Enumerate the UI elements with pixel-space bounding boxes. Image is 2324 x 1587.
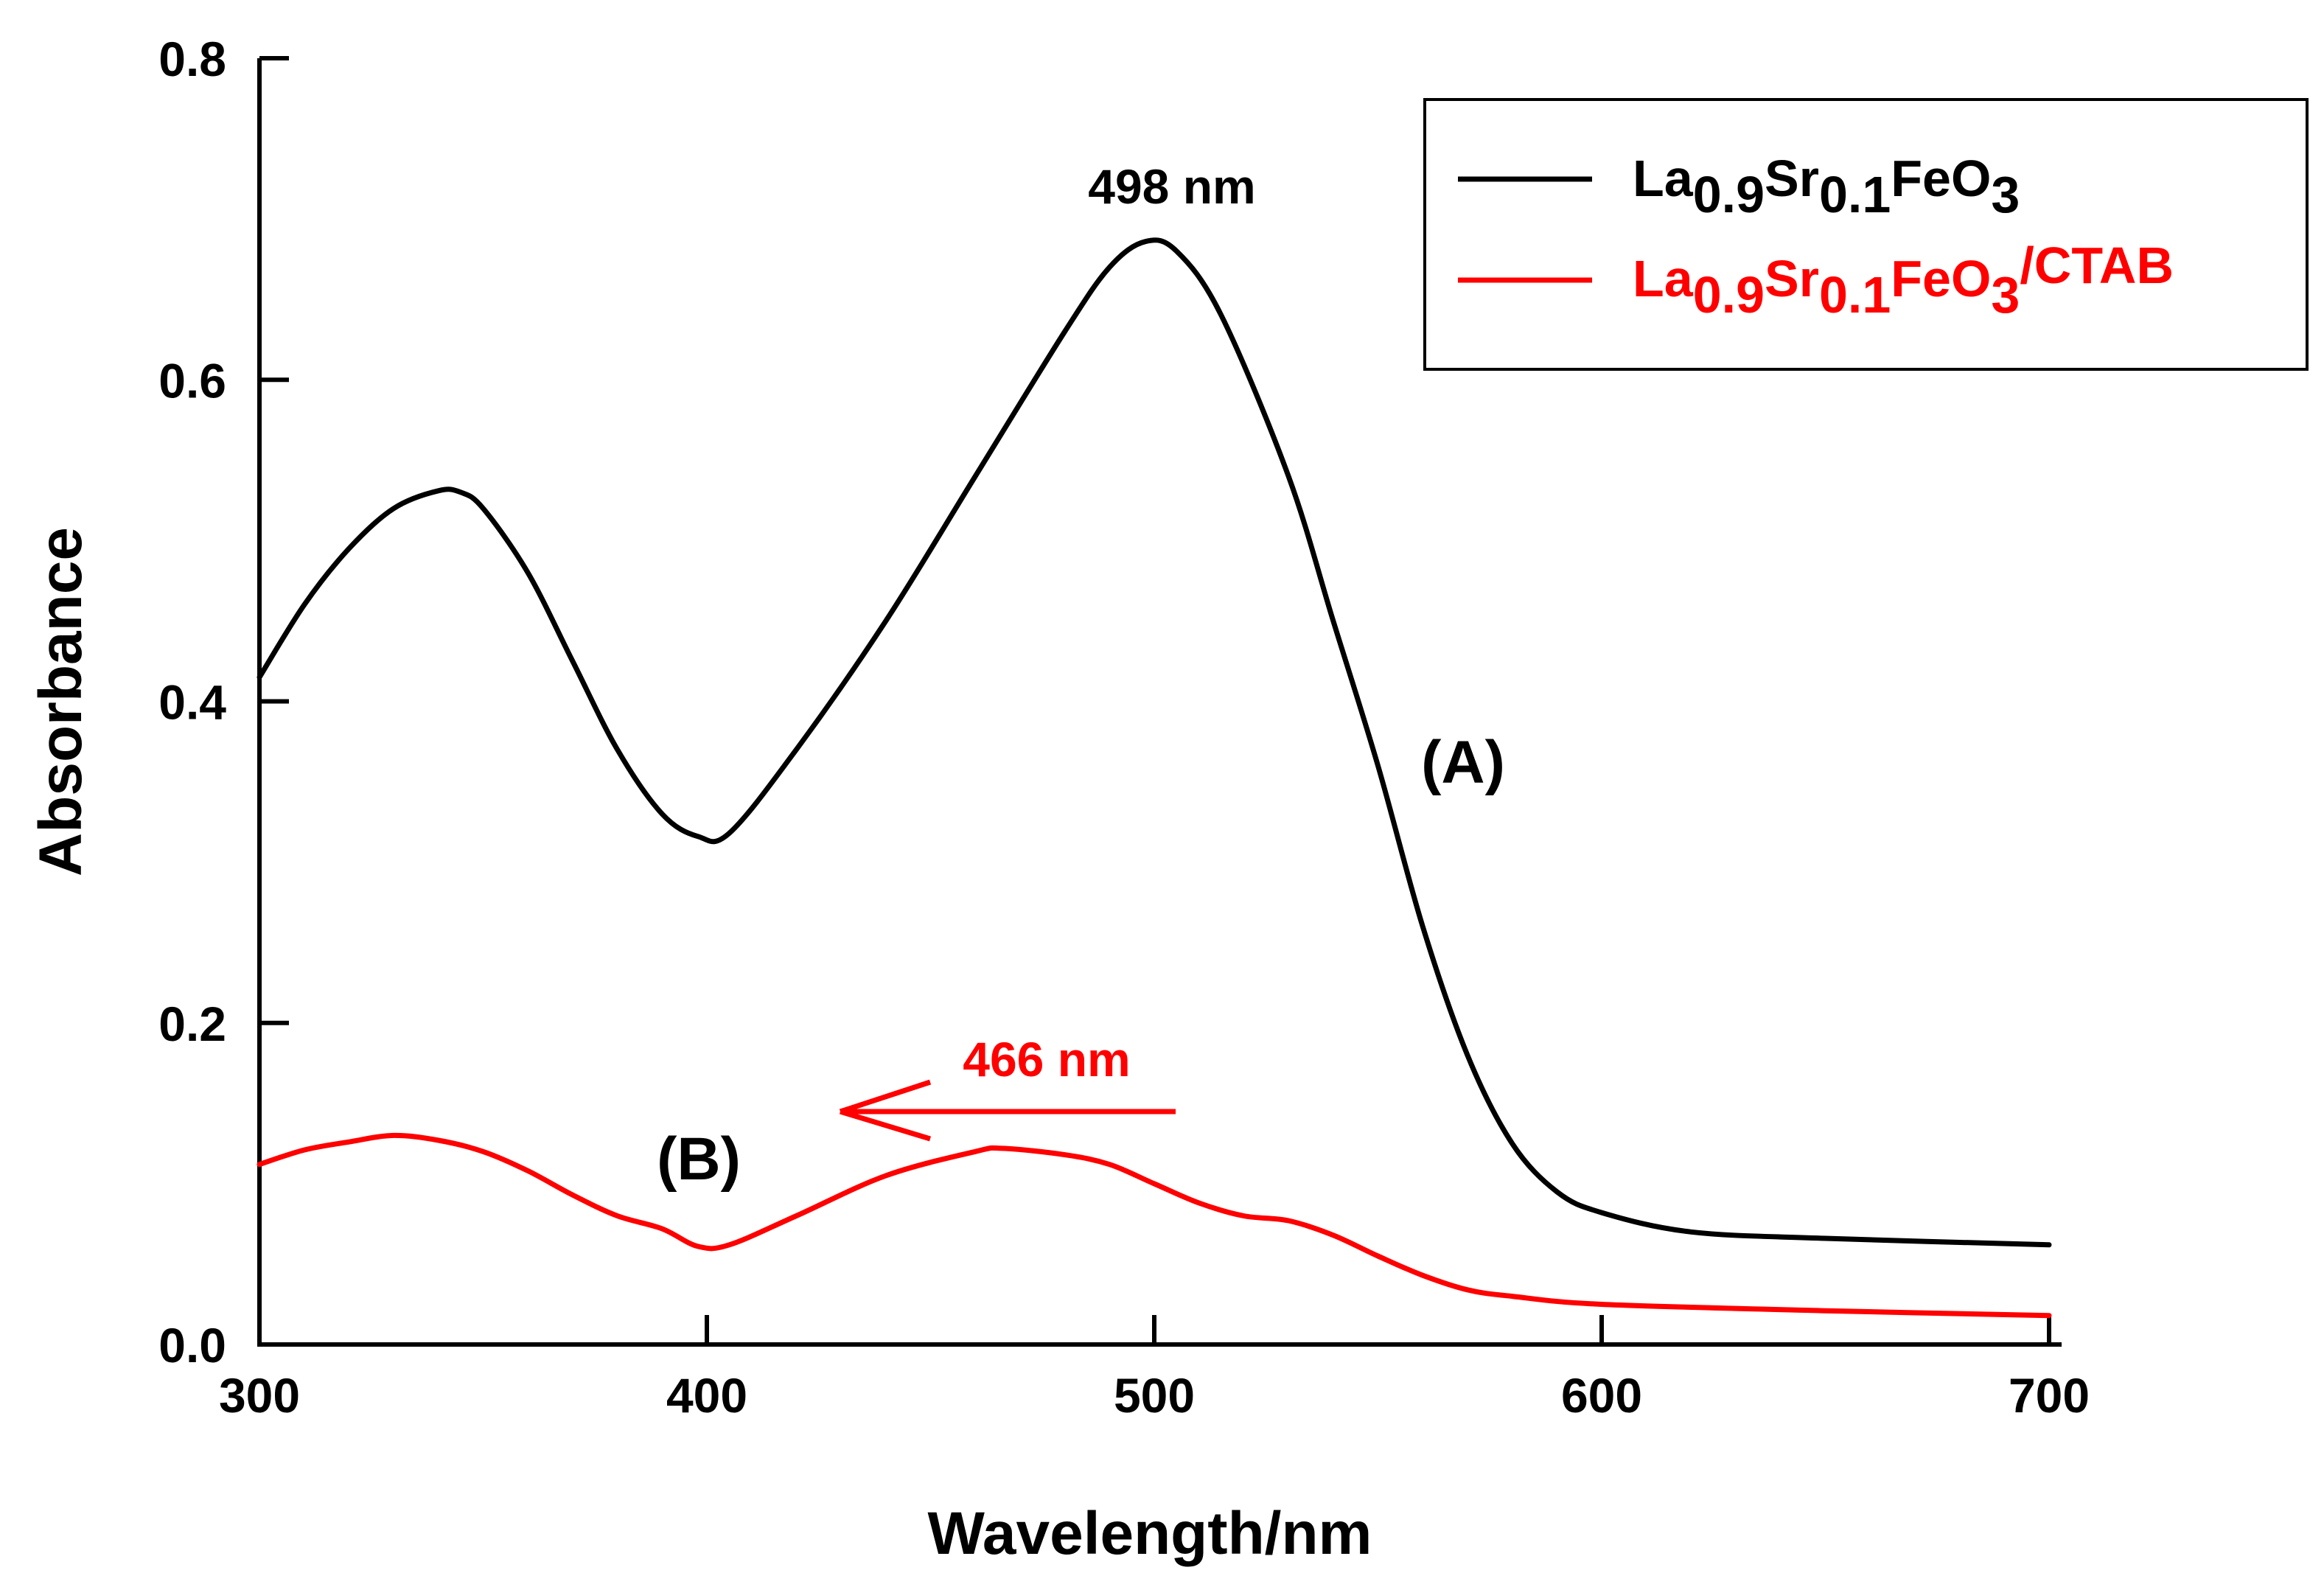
y-tick-label: 0.2 — [158, 997, 226, 1051]
x-tick-label: 500 — [1114, 1368, 1195, 1423]
x-tick-label: 600 — [1561, 1368, 1642, 1423]
series-layer — [257, 237, 2052, 1319]
legend-entry-B: La0.9Sr0.1FeO3/CTAB — [1633, 237, 2174, 324]
peak-label-B: 466 nm — [963, 1032, 1130, 1087]
y-tick-label: 0.4 — [158, 675, 226, 730]
x-ticks: 300 400 500 600 700 — [219, 1315, 2090, 1423]
y-tick-label: 0.8 — [158, 32, 226, 86]
x-tick-label: 700 — [2009, 1368, 2090, 1423]
series-line-B — [257, 1132, 2052, 1319]
y-tick-label: 0.0 — [158, 1318, 226, 1373]
series-line-A — [257, 237, 2052, 1248]
x-tick-label: 400 — [666, 1368, 747, 1423]
y-tick-label: 0.6 — [158, 353, 226, 408]
y-axis-label: Absorbance — [27, 527, 94, 876]
x-tick-label: 300 — [219, 1368, 300, 1423]
curve-label-B: (B) — [657, 1126, 741, 1193]
peak-label-A: 498 nm — [1088, 159, 1255, 214]
x-axis-label: Wavelength/nm — [928, 1500, 1372, 1567]
legend-entry-A: La0.9Sr0.1FeO3 — [1633, 150, 2020, 223]
shift-arrow — [839, 1079, 1176, 1142]
curve-label-A: (A) — [1421, 729, 1505, 796]
legend-box — [1423, 98, 2309, 371]
y-ticks: 0.0 0.2 0.4 0.6 0.8 — [158, 32, 289, 1373]
legend: La0.9Sr0.1FeO3 La0.9Sr0.1FeO3/CTAB — [1423, 98, 2309, 371]
